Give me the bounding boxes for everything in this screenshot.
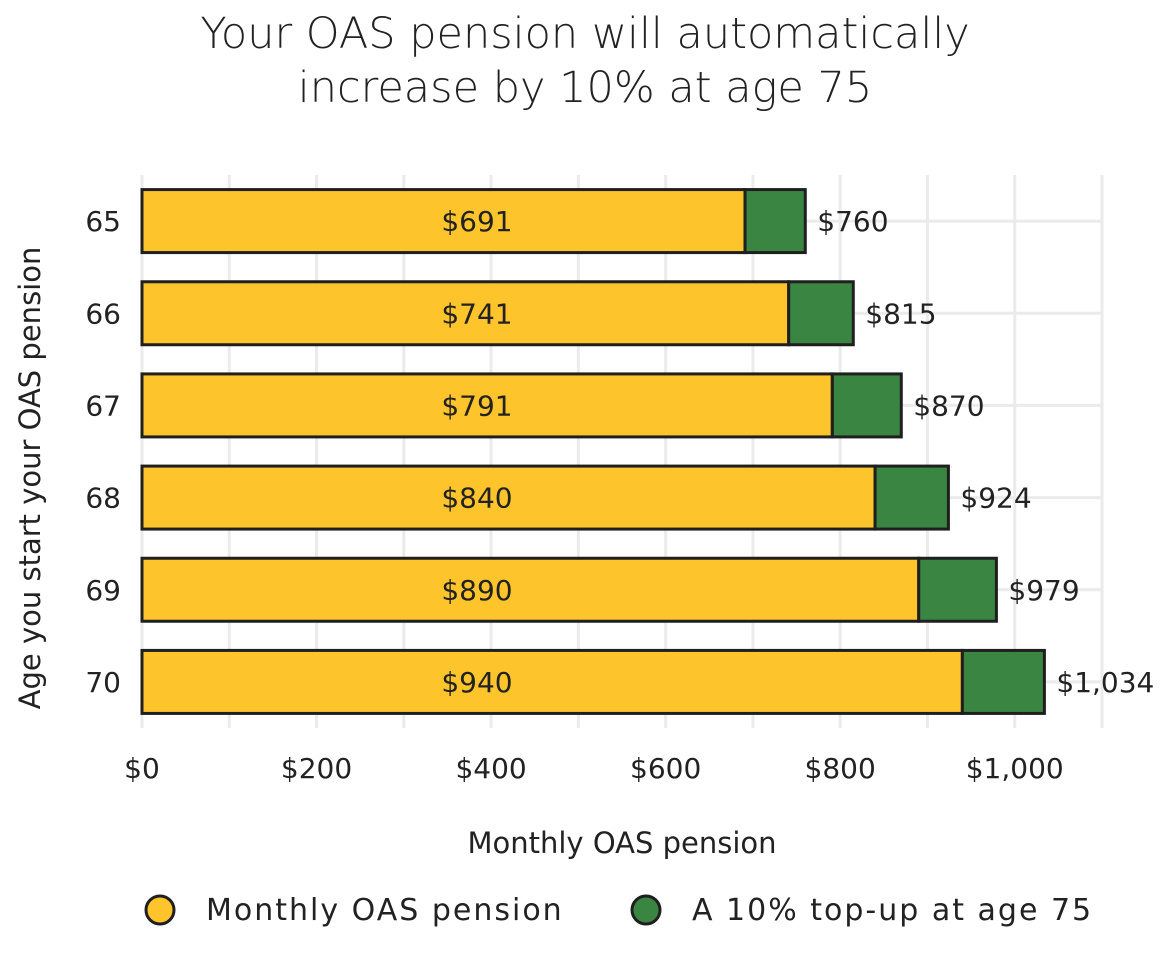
legend: Monthly OAS pension A 10% top-up at age 7… [144,893,1093,928]
bar-total-label: $979 [1008,574,1079,607]
y-tick-label: 66 [85,297,121,330]
y-tick-label: 67 [85,389,121,422]
bar-top-up-at-75 [743,188,807,255]
chart-title-line-1: Your OAS pension will automatically [200,9,969,59]
y-tick-label: 65 [85,205,121,238]
x-axis-tick-labels: $0 $200 $400 $600 $800 $1,000 [124,752,1064,785]
bar-total-label: $760 [817,205,888,238]
x-tick-label: $200 [281,752,352,785]
y-tick-label: 68 [85,482,121,515]
bar-value-label: $691 [441,205,512,238]
bar-monthly-oas-pension [140,464,877,531]
bar-total-label: $870 [913,389,984,422]
bar-top-up-at-75 [787,280,855,347]
bar-top-up-at-75 [873,464,950,531]
legend-label: A 10% top-up at age 75 [692,893,1093,928]
bar-total-label: $815 [865,297,936,330]
bar-value-label: $940 [441,666,512,699]
x-tick-label: $600 [630,752,701,785]
gridlines [140,175,1104,728]
x-axis-title: Monthly OAS pension [467,826,776,860]
bar-top-up-at-75 [830,372,903,439]
legend-swatch [144,894,176,926]
x-tick-label: $1,000 [966,752,1064,785]
bar-value-label: $741 [441,297,512,330]
bar-total-label: $1,034 [1056,666,1154,699]
bar-value-label: $840 [441,482,512,515]
bar-monthly-oas-pension [140,648,964,715]
y-tick-label: 70 [85,666,121,699]
bars: $691 $760 $741 $815 $791 $870 $840 $924 $890 $979… [140,188,1154,715]
y-axis-title: Age you start your OAS pension [13,247,47,710]
x-tick-label: $400 [455,752,526,785]
chart-title: Your OAS pension will automatically incr… [200,9,969,113]
bar-top-up-at-75 [917,556,998,623]
bar-monthly-oas-pension [140,556,921,623]
bar-monthly-oas-pension [140,280,791,347]
x-tick-label: $0 [124,752,160,785]
legend-swatch [630,894,662,926]
legend-label: Monthly OAS pension [206,893,564,928]
bar-top-up-at-75 [960,648,1046,715]
bar-value-label: $890 [441,574,512,607]
y-tick-label: 69 [85,574,121,607]
bar-value-label: $791 [441,389,512,422]
bar-total-label: $924 [960,482,1031,515]
x-tick-label: $800 [805,752,876,785]
y-axis-tick-labels: 65 66 67 68 69 70 [85,205,121,699]
chart-title-line-2: increase by 10% at age 75 [298,63,872,113]
